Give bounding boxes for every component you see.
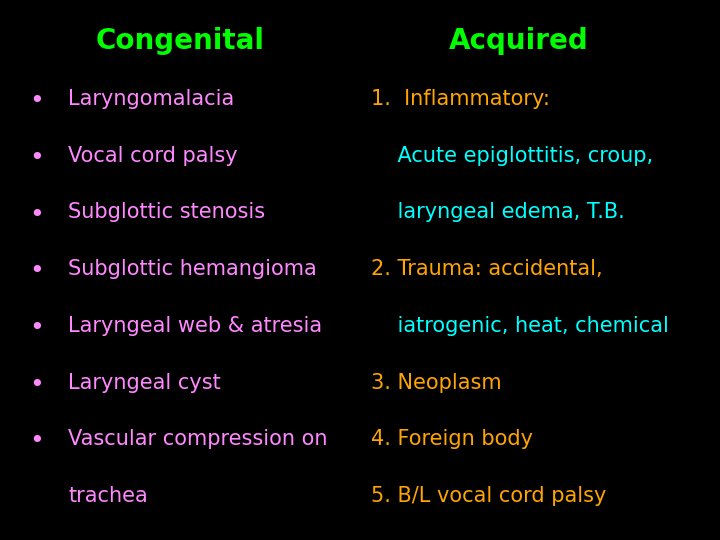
Text: Acquired: Acquired: [449, 27, 588, 55]
Text: Laryngeal cyst: Laryngeal cyst: [68, 373, 221, 393]
Text: Acute epiglottitis, croup,: Acute epiglottitis, croup,: [371, 146, 653, 166]
Text: Subglottic hemangioma: Subglottic hemangioma: [68, 259, 317, 279]
Text: •: •: [29, 316, 43, 340]
Text: Laryngomalacia: Laryngomalacia: [68, 89, 235, 109]
Text: iatrogenic, heat, chemical: iatrogenic, heat, chemical: [371, 316, 669, 336]
Text: 3. Neoplasm: 3. Neoplasm: [371, 373, 501, 393]
Text: •: •: [29, 259, 43, 283]
Text: 1.  Inflammatory:: 1. Inflammatory:: [371, 89, 549, 109]
Text: Vascular compression on: Vascular compression on: [68, 429, 328, 449]
Text: •: •: [29, 146, 43, 170]
Text: trachea: trachea: [68, 486, 148, 506]
Text: 2. Trauma: accidental,: 2. Trauma: accidental,: [371, 259, 603, 279]
Text: Subglottic stenosis: Subglottic stenosis: [68, 202, 266, 222]
Text: •: •: [29, 429, 43, 453]
Text: •: •: [29, 202, 43, 226]
Text: 4. Foreign body: 4. Foreign body: [371, 429, 533, 449]
Text: •: •: [29, 373, 43, 396]
Text: Laryngeal web & atresia: Laryngeal web & atresia: [68, 316, 323, 336]
Text: 5. B/L vocal cord palsy: 5. B/L vocal cord palsy: [371, 486, 606, 506]
Text: Vocal cord palsy: Vocal cord palsy: [68, 146, 238, 166]
Text: •: •: [29, 89, 43, 113]
Text: laryngeal edema, T.B.: laryngeal edema, T.B.: [371, 202, 624, 222]
Text: Congenital: Congenital: [96, 27, 264, 55]
